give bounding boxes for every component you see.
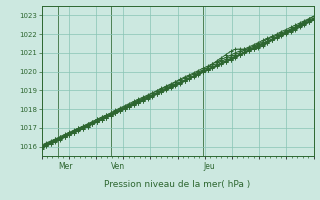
Text: Ven: Ven [111,162,125,171]
Text: Jeu: Jeu [204,162,215,171]
Text: Mer: Mer [58,162,72,171]
Text: Pression niveau de la mer( hPa ): Pression niveau de la mer( hPa ) [104,180,251,189]
